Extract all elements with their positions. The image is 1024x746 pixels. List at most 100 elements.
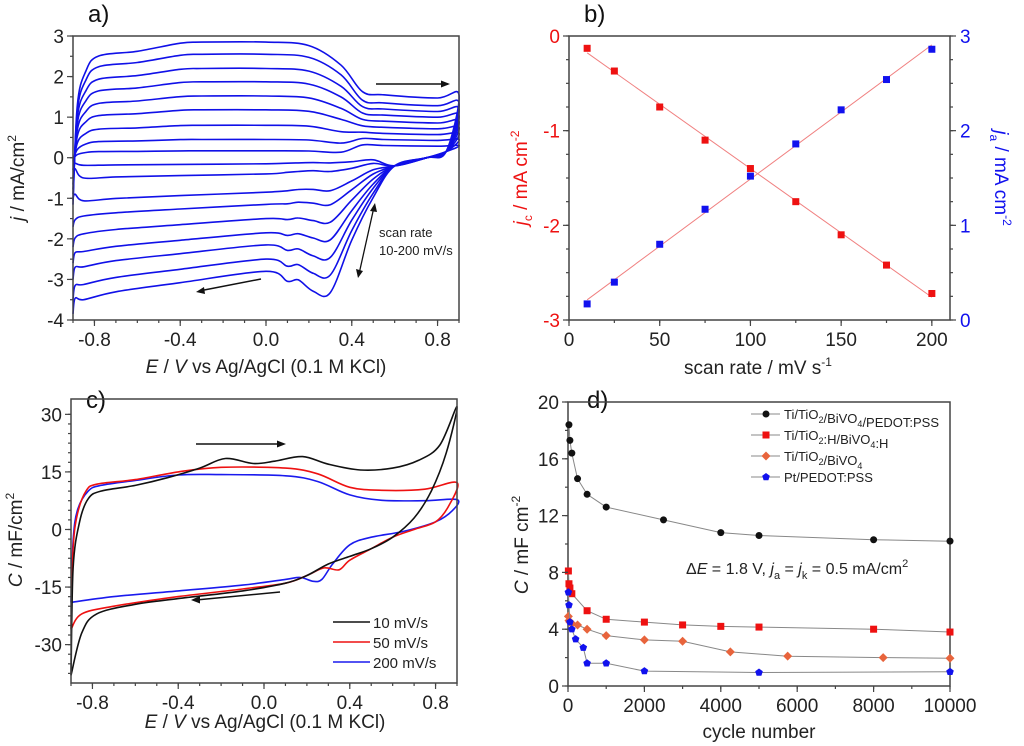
cv-curve-10mVs bbox=[70, 405, 458, 676]
legend-marker bbox=[762, 473, 770, 481]
panel-a-ytick-label: -1 bbox=[47, 189, 64, 210]
data-point bbox=[583, 607, 591, 615]
panel-a-ytick-label: -2 bbox=[47, 230, 64, 251]
panel-b-left-ytick-label: -1 bbox=[543, 122, 560, 143]
panel-a-xtick-label: 0.8 bbox=[424, 330, 450, 351]
data-point bbox=[640, 618, 648, 626]
legend-label: 50 mV/s bbox=[373, 635, 428, 652]
data-point bbox=[582, 624, 592, 634]
point-jc bbox=[792, 198, 800, 206]
fit-line-jc bbox=[586, 52, 933, 298]
panel-d: d) 0 2000 4000 6000 8000 10000 0 4 8 12 16 20 cycl… bbox=[509, 387, 976, 743]
panel-b-xtick-label: 150 bbox=[825, 330, 857, 351]
panel-a-ylabel: j / mA/cm2 bbox=[5, 135, 29, 224]
data-point bbox=[945, 653, 955, 663]
cv-curve-75mV bbox=[72, 108, 460, 227]
data-point bbox=[639, 635, 649, 645]
fit-line-ja bbox=[586, 44, 933, 301]
panel-b-xtick-label: 50 bbox=[649, 330, 670, 351]
data-point bbox=[571, 635, 580, 643]
cv-curve-50mVs bbox=[70, 466, 459, 630]
point-jc bbox=[701, 136, 709, 144]
point-ja bbox=[610, 278, 618, 286]
data-point bbox=[878, 653, 888, 663]
point-ja bbox=[792, 140, 800, 148]
panel-a: a) -0.8 -0.4 0.0 0.4 0.8 -4 -3 -2 -1 0 1 2 3 E / V … bbox=[5, 1, 460, 378]
data-point bbox=[660, 516, 667, 524]
panel-a-ytick-label: -4 bbox=[47, 311, 64, 332]
data-point bbox=[602, 615, 610, 623]
data-point bbox=[678, 636, 688, 646]
point-ja bbox=[883, 76, 890, 84]
legend-label: Ti/TiO2:H/BiVO4:H bbox=[784, 428, 888, 451]
panel-c-ytick-label: -30 bbox=[35, 636, 62, 657]
data-point bbox=[568, 590, 576, 598]
panel-a-xtick-label: 0.0 bbox=[253, 330, 279, 351]
data-point bbox=[566, 584, 574, 592]
point-ja bbox=[837, 106, 845, 114]
series-line bbox=[567, 570, 951, 633]
arrow-reverse-c bbox=[191, 591, 281, 604]
panel-d-annotation: ΔE = 1.8 V, ja = jk = 0.5 mA/cm2 bbox=[686, 558, 908, 582]
point-jc bbox=[928, 289, 936, 297]
data-point bbox=[717, 529, 725, 537]
panel-c-label: c) bbox=[86, 387, 106, 414]
panel-b-ylabel-right: ja / mA cm-2 bbox=[987, 127, 1014, 226]
legend-label: Ti/TiO2/BiVO4 bbox=[784, 449, 862, 471]
data-point bbox=[870, 625, 878, 633]
panel-d-legend: Ti/TiO2/BiVO4/PEDOT:PSSTi/TiO2:H/BiVO4:H… bbox=[751, 407, 939, 485]
panel-c-ytick-label: -15 bbox=[35, 578, 62, 599]
panel-a-ytick-label: 2 bbox=[53, 68, 64, 89]
panel-d-xtick-label: 0 bbox=[563, 696, 574, 717]
point-jc bbox=[656, 103, 664, 111]
panel-b-left-ytick-label: 0 bbox=[549, 27, 560, 48]
cv-curve-200mV bbox=[72, 40, 460, 315]
panel-d-xtick-label: 6000 bbox=[776, 696, 818, 717]
panel-c-ytick-label: 30 bbox=[41, 405, 62, 426]
legend-marker bbox=[762, 431, 770, 439]
panel-c-legend: 10 mV/s 50 mV/s 200 mV/s bbox=[333, 615, 436, 672]
series-line bbox=[567, 592, 951, 674]
data-point bbox=[565, 601, 573, 609]
panel-a-xtick-label: -0.4 bbox=[164, 330, 197, 351]
arrow-reverse bbox=[196, 278, 262, 294]
data-point bbox=[601, 631, 611, 641]
panel-d-ytick-label: 16 bbox=[538, 450, 559, 471]
legend-label: 10 mV/s bbox=[373, 615, 428, 632]
data-point bbox=[755, 668, 763, 676]
panel-c: c) -0.8 -0.4 0.0 0.4 0.8 -30 -15 0 15 30 E / V v… bbox=[3, 387, 460, 733]
arrow-forward-c bbox=[196, 440, 286, 448]
data-point bbox=[717, 622, 725, 630]
panel-b-xtick-label: 0 bbox=[564, 330, 575, 351]
data-point bbox=[565, 421, 573, 429]
panel-d-ylabel: C / mF cm-2 bbox=[509, 496, 533, 595]
panel-d-ytick-label: 4 bbox=[548, 620, 559, 641]
data-point bbox=[566, 436, 574, 444]
scan-rate-annotation-2: 10-200 mV/s bbox=[379, 243, 453, 258]
data-point bbox=[602, 503, 610, 511]
data-point bbox=[755, 623, 763, 631]
panel-b-ylabel-left: jc / mA cm-2 bbox=[508, 130, 535, 228]
data-point bbox=[583, 490, 591, 498]
panel-c-xlabel: E / V vs Ag/AgCl (0.1 M KCl) bbox=[145, 712, 386, 733]
panel-b-right-ytick-label: 0 bbox=[960, 311, 971, 332]
data-point bbox=[568, 625, 576, 633]
series-line bbox=[567, 616, 951, 659]
data-point bbox=[574, 475, 582, 483]
data-point bbox=[602, 659, 610, 667]
panel-b-frame bbox=[568, 35, 951, 321]
cv-curve-200mVs bbox=[70, 473, 460, 604]
panel-b-label: b) bbox=[584, 1, 605, 28]
panel-d-xlabel: cycle number bbox=[703, 722, 817, 743]
panel-a-ytick-label: 0 bbox=[53, 149, 64, 170]
panel-c-xtick-label: 0.4 bbox=[337, 693, 364, 714]
panel-c-xtick-label: -0.4 bbox=[162, 693, 195, 714]
panel-b-left-ytick-label: -3 bbox=[543, 311, 560, 332]
data-point bbox=[564, 588, 573, 596]
data-point bbox=[583, 659, 591, 667]
panel-b-xlabel: scan rate / mV s-1 bbox=[684, 355, 832, 379]
panel-a-xtick-label: 0.4 bbox=[339, 330, 366, 351]
panel-d-xtick-label: 2000 bbox=[623, 696, 665, 717]
data-point bbox=[573, 620, 583, 630]
scan-rate-annotation-1: scan rate bbox=[379, 225, 432, 240]
